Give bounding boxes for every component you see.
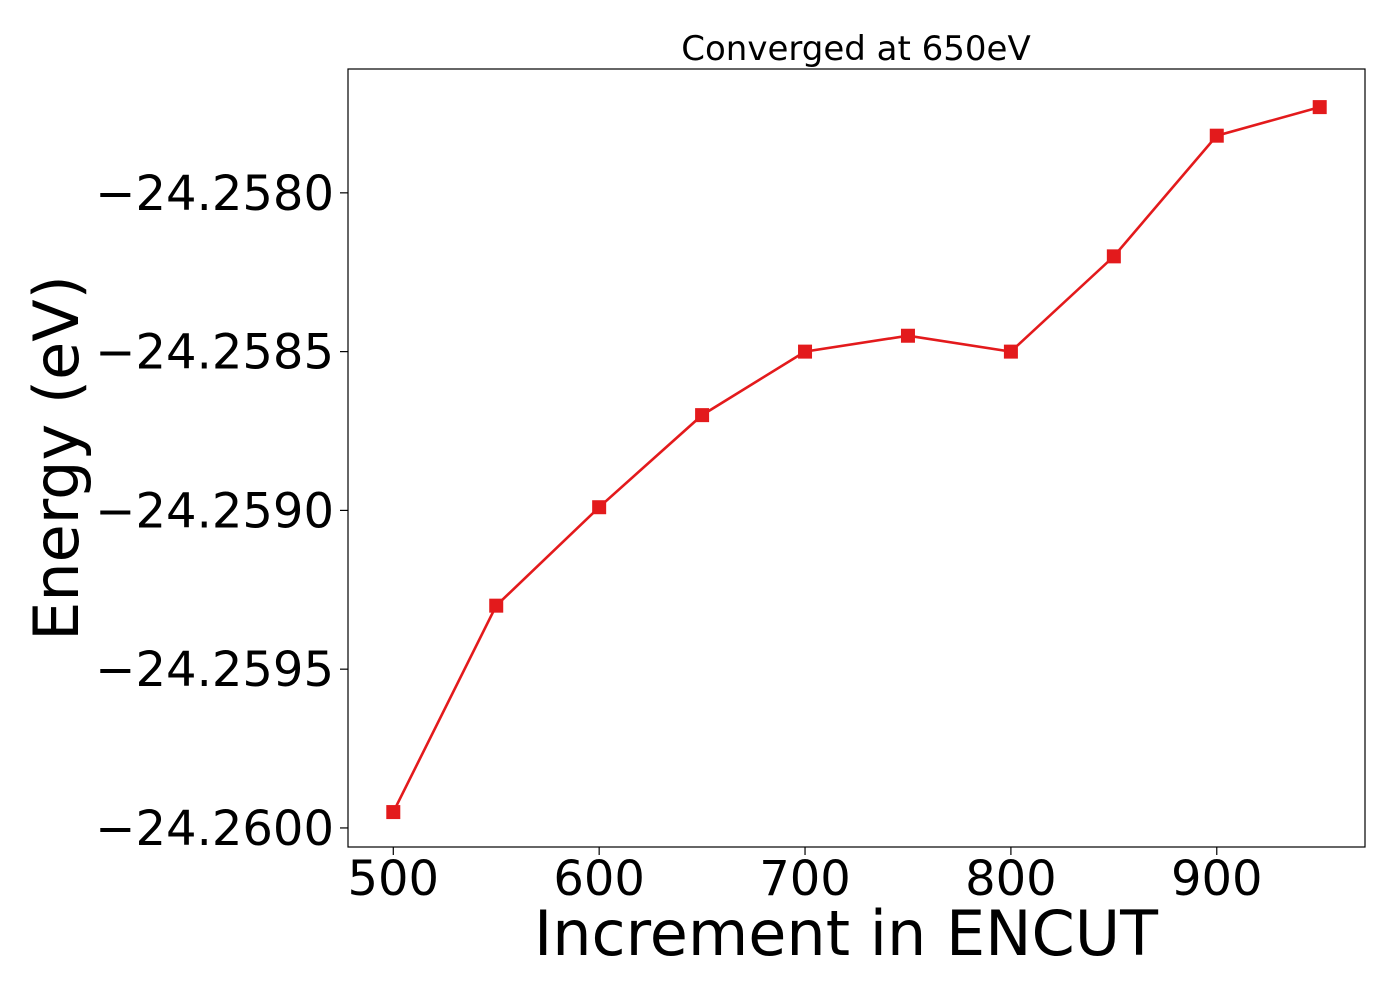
y-axis-title: Energy (eV) <box>20 275 93 641</box>
series-line <box>392 105 1321 813</box>
y-tick-label: −24.2585 <box>95 325 334 381</box>
data-point-marker <box>592 500 607 515</box>
series-layer <box>386 100 1327 820</box>
data-point-marker <box>900 328 915 343</box>
data-point-marker <box>1209 128 1224 143</box>
data-point-marker <box>1312 100 1327 115</box>
data-point-marker <box>1003 344 1018 359</box>
data-point-marker <box>798 344 813 359</box>
x-tick-label: 700 <box>759 851 851 907</box>
x-tick-label: 900 <box>1171 851 1263 907</box>
y-tick-label: −24.2600 <box>95 801 334 857</box>
plot-area-frame <box>347 68 1366 848</box>
data-point-marker <box>695 408 710 423</box>
chart-title: Converged at 650eV <box>681 29 1030 69</box>
y-tick-label: −24.2590 <box>95 483 334 539</box>
x-axis: 500 600 700 800 900 <box>347 847 1263 907</box>
x-tick-label: 800 <box>965 851 1057 907</box>
data-point-marker <box>489 598 504 613</box>
y-tick-label: −24.2580 <box>95 166 334 222</box>
data-point-marker <box>1106 249 1121 264</box>
y-axis: −24.2580 −24.2585 −24.2590 −24.2595 −24.2600 <box>95 166 348 857</box>
y-tick-label: −24.2595 <box>95 642 334 698</box>
data-point-marker <box>386 805 401 820</box>
x-axis-title: Increment in ENCUT <box>534 897 1159 970</box>
x-tick-label: 500 <box>347 851 439 907</box>
x-tick-label: 600 <box>553 851 645 907</box>
